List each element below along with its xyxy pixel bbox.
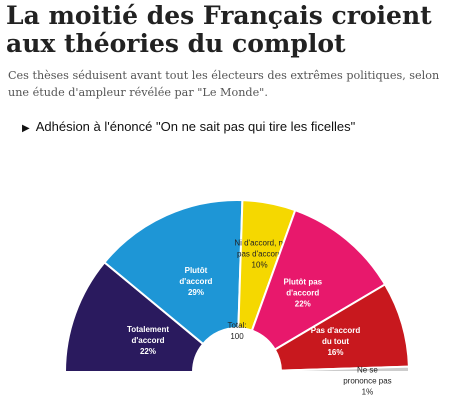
slice-text-3: Plutôt pas: [283, 277, 322, 286]
slice-label-1: Plutôt d'accord 29%: [179, 266, 212, 297]
slice-text-4: du tout: [322, 337, 349, 346]
slice-value-1: 29%: [188, 288, 204, 297]
slice-text-1: d'accord: [179, 277, 212, 286]
slice-text-4: Pas d'accord: [311, 326, 361, 335]
slice-text-2: pas d'accord: [237, 250, 282, 259]
slice-label-3: Plutôt pas d'accord 22%: [283, 277, 322, 308]
slice-label-4: Pas d'accord du tout 16%: [311, 326, 361, 357]
standfirst: Ces thèses séduisent avant tout les élec…: [8, 69, 440, 99]
slice-1: [103, 199, 244, 346]
slice-text-3: d'accord: [286, 288, 319, 297]
slice-value-5: 1%: [362, 387, 374, 396]
slice-value-0: 22%: [140, 347, 156, 356]
slice-value-3: 22%: [295, 299, 311, 308]
slice-label-5: Ne se prononce pas 1%: [343, 365, 391, 396]
total-label: Total:: [227, 321, 246, 330]
slice-value-4: 16%: [327, 348, 343, 357]
chart-title: Adhésion à l'énoncé "On ne sait pas qui …: [35, 119, 356, 134]
headline: La moitié des Français croient aux théor…: [6, 1, 432, 58]
slice-5: [279, 365, 411, 373]
slice-text-1: Plutôt: [185, 266, 208, 275]
total-value: 100: [230, 332, 244, 341]
slice-text-0: Totalement: [127, 325, 169, 334]
slice-0: [63, 260, 205, 373]
slice-text-2: Ni d'accord, ni: [234, 239, 285, 248]
slice-text-5: Ne se: [357, 365, 378, 374]
slice-label-2: Ni d'accord, ni pas d'accord 10%: [234, 239, 285, 270]
triangle-right-icon: ▶: [22, 123, 30, 134]
slice-3: [250, 208, 387, 351]
slice-value-2: 10%: [252, 261, 268, 270]
slice-text-5: prononce pas: [343, 376, 391, 385]
chart-subtitle: ▶ Adhésion à l'énoncé "On ne sait pas qui…: [22, 119, 462, 134]
slice-label-0: Totalement d'accord 22%: [127, 325, 169, 356]
slice-text-0: d'accord: [131, 336, 164, 345]
